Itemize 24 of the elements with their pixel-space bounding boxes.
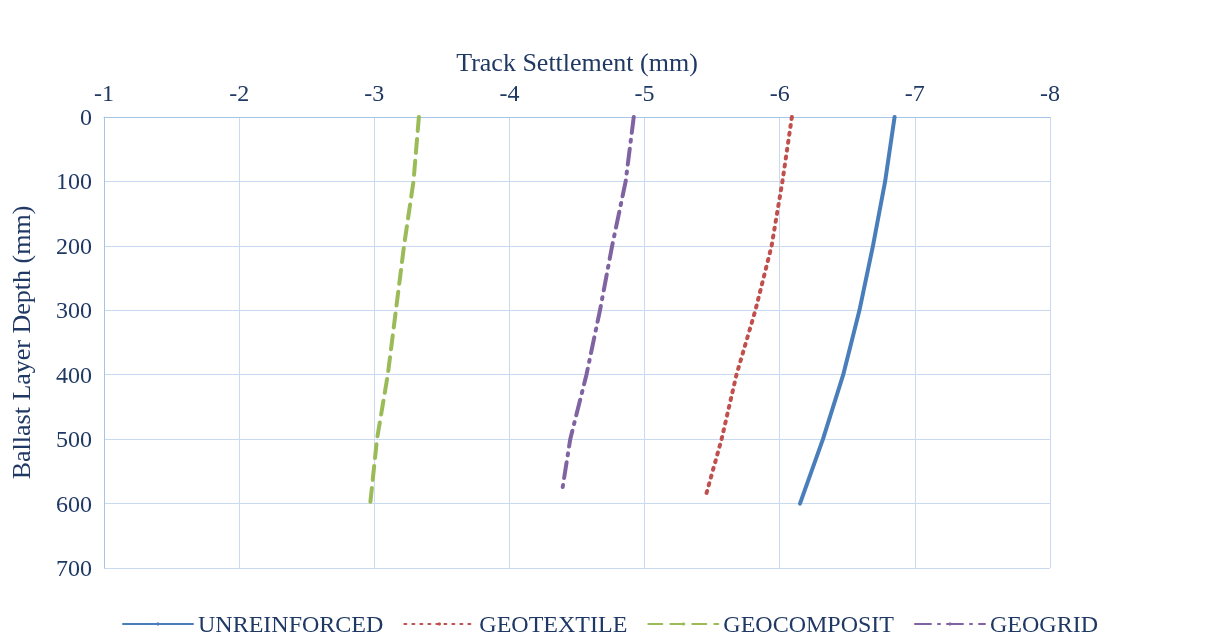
y-tick-label: 400 [56, 361, 92, 388]
y-tick-label: 500 [56, 426, 92, 453]
x-tick-label: -1 [94, 80, 114, 106]
line-series [368, 115, 421, 506]
y-tick-label: 0 [80, 104, 92, 130]
x-tick-label: -4 [499, 80, 520, 106]
legend-label: GEOGRID [989, 611, 1098, 637]
y-tick-label: 300 [56, 297, 92, 324]
legend-label: GEOCOMPOSIT [723, 611, 895, 637]
x-tick-label: -8 [1040, 80, 1060, 106]
line-series [797, 115, 897, 506]
y-tick-label: 100 [56, 168, 92, 195]
y-tick-label: 200 [56, 232, 92, 259]
legend-label: GEOTEXTILE [479, 611, 628, 637]
legend-label: UNREINFORCED [198, 611, 384, 637]
y-tick-label: 700 [56, 555, 92, 581]
x-tick-label: -7 [904, 80, 925, 106]
y-axis-title: Ballast Layer Depth (mm) [6, 205, 36, 480]
x-tick-label: -2 [229, 80, 250, 106]
x-tick-label: -5 [634, 80, 655, 106]
y-tick-label: 600 [56, 490, 92, 517]
x-tick-label: -6 [769, 80, 790, 106]
x-tick-label: -3 [364, 80, 385, 106]
x-axis-title: Track Settlement (mm) [456, 47, 698, 77]
